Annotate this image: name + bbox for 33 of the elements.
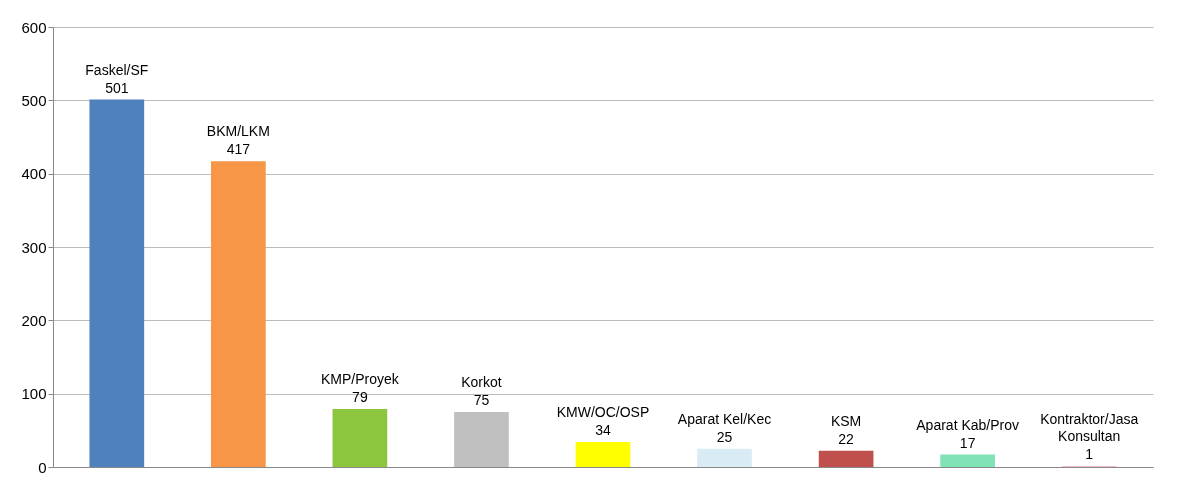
- x-tick-label: KSM: [830, 412, 862, 429]
- bar: [89, 99, 145, 467]
- x-tick-label: Aparat Kel/Kec: [677, 410, 772, 427]
- y-tick-label: 0: [38, 458, 47, 476]
- x-tick-label: BKM/LKM: [206, 123, 270, 140]
- bar: [332, 409, 388, 467]
- data-label: 25: [716, 428, 733, 445]
- x-tick-label: KMW/OC/OSP: [556, 404, 650, 421]
- bar: [454, 412, 509, 467]
- x-tick-label: Korkot: [461, 374, 502, 390]
- y-tick-label: 600: [21, 18, 47, 36]
- data-label: 34: [595, 422, 611, 439]
- bar: [697, 448, 752, 467]
- data-label: 501: [105, 79, 129, 96]
- x-tick-label: Faskel/SF: [85, 61, 149, 78]
- data-label: 75: [473, 392, 490, 408]
- y-tick-label: 400: [21, 165, 47, 183]
- y-tick-label: 500: [21, 91, 47, 109]
- x-tick-label: KMP/Proyek: [321, 371, 400, 388]
- y-tick-label: 300: [21, 238, 47, 256]
- bar: [940, 454, 995, 467]
- x-tick-label: Aparat Kab/Prov: [916, 416, 1020, 433]
- bar: [818, 450, 874, 467]
- x-tick-label: Kontraktor/Jasa Konsultan: [1040, 411, 1139, 445]
- y-tick-label: 100: [21, 385, 47, 403]
- bar: [575, 442, 631, 467]
- data-label: 417: [226, 141, 251, 158]
- data-label: 22: [838, 430, 855, 447]
- y-tick-label: 200: [21, 311, 47, 329]
- data-label: 1: [1085, 446, 1094, 463]
- data-label: 17: [959, 434, 976, 451]
- bar: [211, 161, 266, 467]
- data-label: 79: [352, 389, 368, 406]
